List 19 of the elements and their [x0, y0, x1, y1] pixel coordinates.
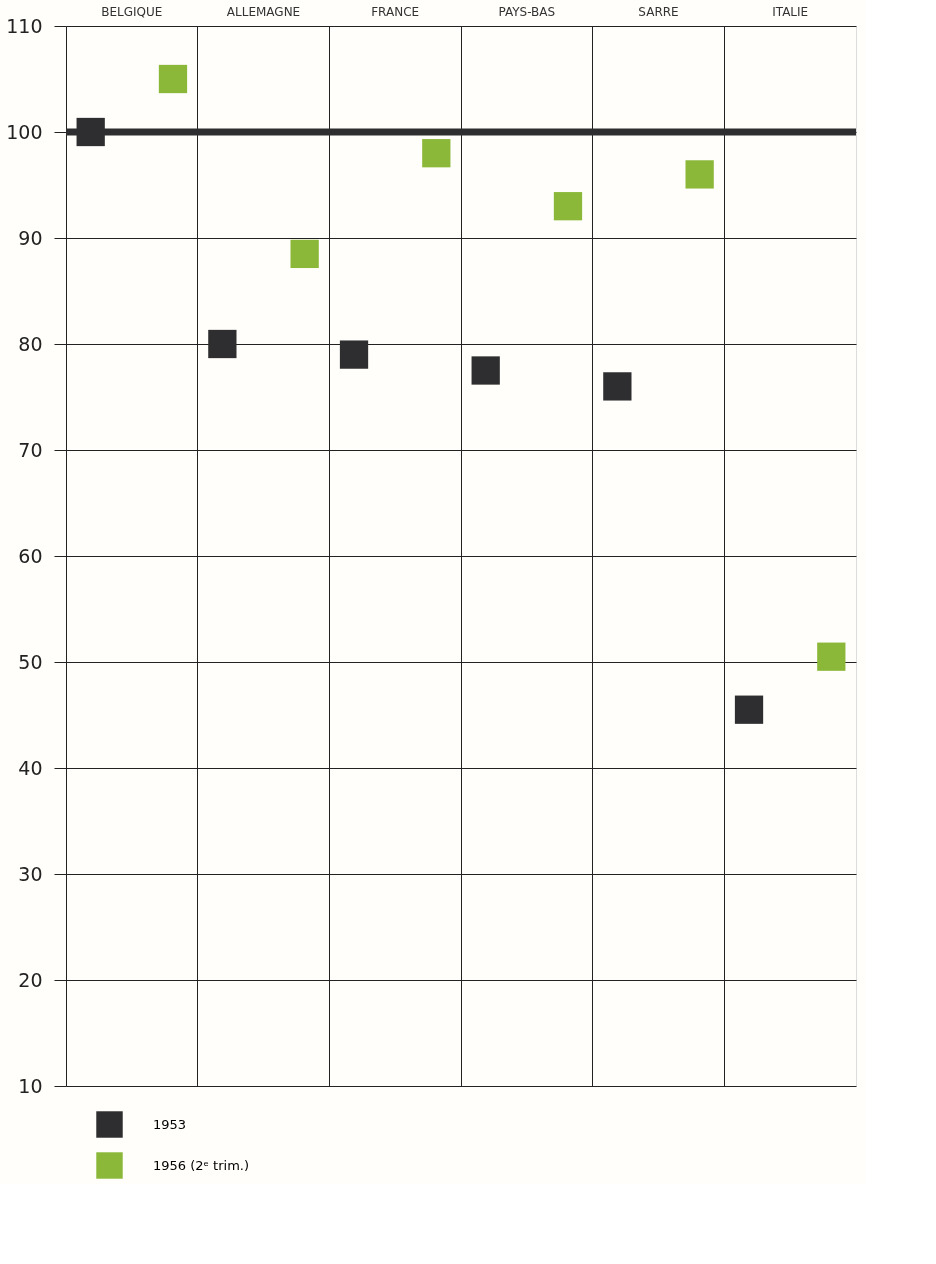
- x-tick-label: ALLEMAGNE: [226, 4, 301, 19]
- y-tick-label: 70: [18, 438, 43, 461]
- x-tick-label: ITALIE: [772, 4, 809, 19]
- y-tick-label: 10: [18, 1074, 43, 1097]
- y-tick-label: 100: [6, 120, 43, 143]
- y-tick-label: 30: [18, 862, 43, 885]
- x-tick-label: FRANCE: [371, 4, 420, 19]
- y-tick-label: 110: [6, 14, 43, 37]
- legend-label: 1956 (2ᵉ trim.): [153, 1157, 250, 1173]
- y-tick-label: 80: [18, 332, 43, 355]
- y-tick-label: 90: [18, 226, 43, 249]
- x-tick-label: SARRE: [638, 4, 679, 19]
- x-tick-label: PAYS-BAS: [498, 4, 556, 19]
- y-tick-label: 40: [18, 756, 43, 779]
- x-tick-label: BELGIQUE: [101, 4, 163, 19]
- y-tick-label: 50: [18, 650, 43, 673]
- y-tick-label: 20: [18, 968, 43, 991]
- legend-label: 1953: [153, 1116, 187, 1132]
- y-tick-label: 60: [18, 544, 43, 567]
